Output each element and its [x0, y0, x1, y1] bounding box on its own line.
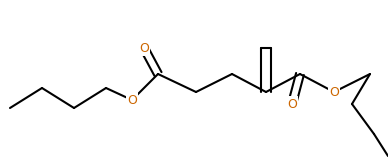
Text: O: O — [127, 93, 137, 107]
Text: O: O — [139, 42, 149, 54]
Text: O: O — [287, 97, 297, 111]
Text: O: O — [329, 85, 339, 98]
